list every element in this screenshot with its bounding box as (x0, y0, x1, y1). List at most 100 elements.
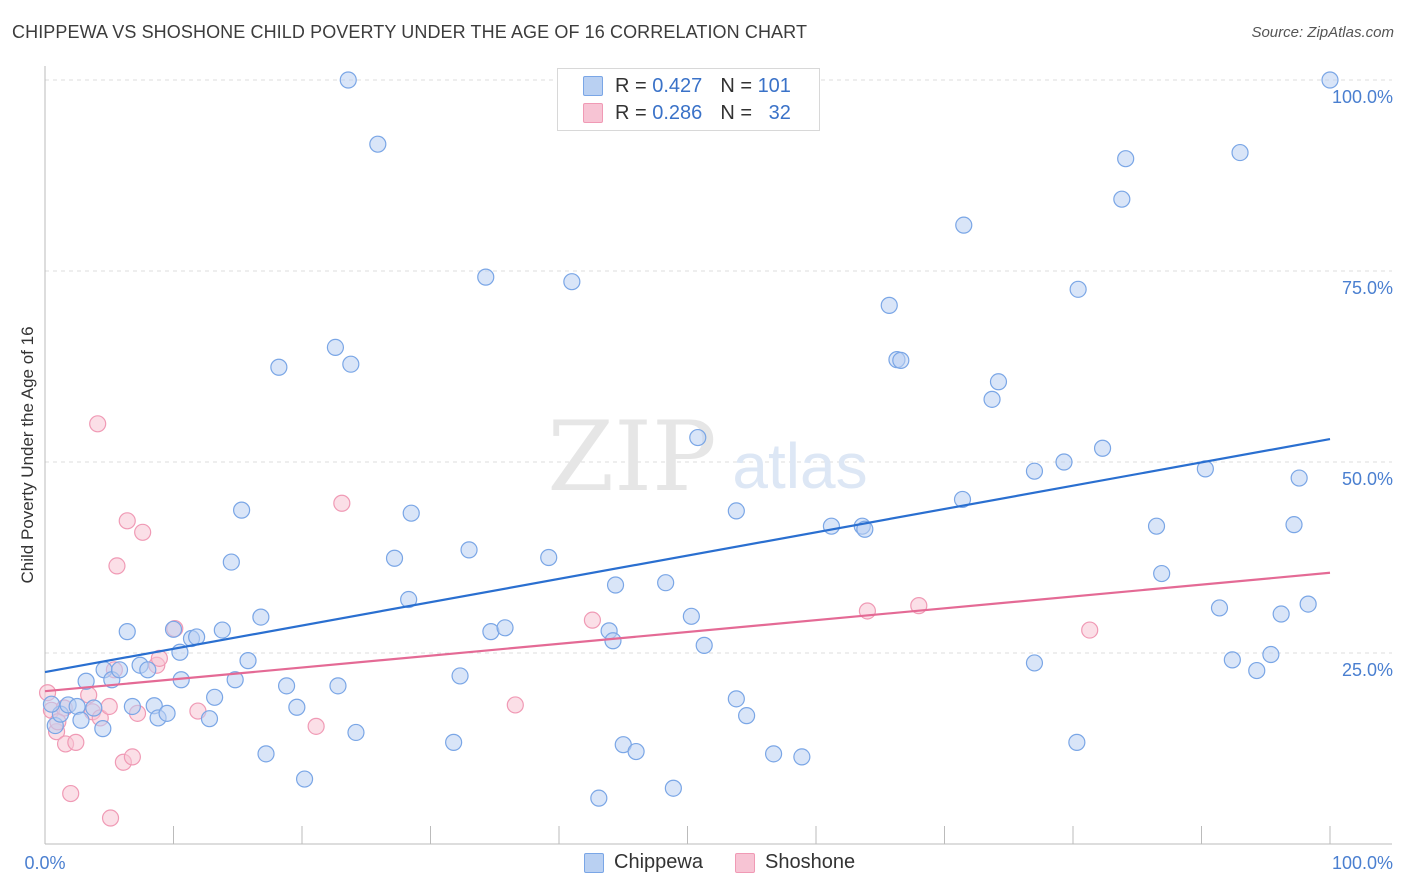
data-point-chippewa (1093, 439, 1112, 457)
data-point-chippewa (42, 695, 61, 713)
data-point-chippewa (657, 574, 675, 592)
y-tick-label: 75.0% (1342, 278, 1393, 298)
data-point-chippewa (139, 661, 157, 679)
data-point-shoshone (108, 557, 126, 575)
data-point-chippewa (400, 590, 418, 609)
data-point-chippewa (880, 296, 898, 314)
watermark-zip: ZIP (547, 401, 716, 513)
data-point-chippewa (738, 707, 756, 725)
data-point-chippewa (689, 428, 707, 447)
legend-r-label: R = (615, 74, 647, 97)
data-point-shoshone (101, 809, 120, 827)
data-point-chippewa (793, 748, 811, 766)
data-point-chippewa (1147, 517, 1166, 535)
data-point-chippewa (206, 688, 224, 706)
data-point-chippewa (85, 699, 103, 717)
data-point-shoshone (123, 748, 141, 766)
data-point-chippewa (764, 745, 783, 763)
data-point-chippewa (288, 698, 306, 716)
data-point-chippewa (989, 373, 1008, 391)
data-point-chippewa (604, 632, 622, 650)
data-point-chippewa (270, 358, 288, 376)
data-point-chippewa (295, 770, 314, 788)
bottom-swatch-chippewa (584, 852, 604, 873)
data-point-shoshone (506, 696, 524, 714)
data-point-chippewa (1153, 564, 1171, 583)
data-point-chippewa (822, 517, 841, 535)
source-note: Source: ZipAtlas.com (1251, 24, 1394, 41)
trend-line-shoshone (44, 571, 1331, 693)
data-point-shoshone (333, 494, 351, 512)
data-point-chippewa (347, 723, 365, 742)
data-point-chippewa (540, 548, 558, 567)
series-chippewa (42, 71, 1339, 807)
data-point-chippewa (1069, 280, 1087, 298)
axes (44, 66, 1392, 845)
data-point-chippewa (257, 745, 275, 763)
data-point-chippewa (277, 677, 296, 695)
data-point-shoshone (62, 784, 80, 803)
data-point-chippewa (983, 390, 1001, 408)
bottom-swatch-shoshone (735, 852, 755, 873)
data-point-shoshone (100, 697, 118, 716)
data-point-chippewa (326, 338, 345, 356)
gridlines (45, 79, 1392, 654)
data-point-chippewa (1285, 516, 1303, 534)
data-point-chippewa (1025, 654, 1044, 672)
data-point-chippewa (1223, 651, 1241, 669)
data-point-chippewa (606, 576, 625, 594)
data-point-chippewa (1210, 599, 1229, 617)
y-tick-label: 100.0% (1332, 87, 1393, 107)
data-point-shoshone (89, 415, 107, 433)
data-point-chippewa (451, 667, 469, 685)
data-point-chippewa (477, 268, 495, 286)
data-point-shoshone (583, 611, 602, 629)
data-point-chippewa (233, 501, 251, 519)
data-point-chippewa (118, 623, 136, 641)
data-point-chippewa (563, 273, 581, 291)
data-point-chippewa (953, 490, 972, 509)
data-point-chippewa (892, 351, 910, 369)
trend-line-chippewa (44, 437, 1331, 674)
data-point-chippewa (385, 549, 404, 567)
data-point-chippewa (682, 607, 700, 625)
legend-n-value: 32 (768, 101, 791, 124)
data-point-chippewa (1025, 462, 1044, 480)
data-point-chippewa (460, 541, 478, 559)
data-point-chippewa (123, 697, 141, 716)
legend-swatch-chippewa (583, 76, 603, 96)
data-point-chippewa (1113, 190, 1131, 208)
data-point-chippewa (955, 216, 973, 234)
data-point-chippewa (1055, 453, 1073, 471)
data-point-chippewa (1299, 595, 1317, 613)
tick-labels: 25.0% 50.0% 75.0% 100.0% 0.0% 100.0% (24, 87, 1393, 873)
data-point-chippewa (200, 710, 219, 728)
data-point-chippewa (72, 711, 90, 729)
data-point-chippewa (496, 619, 514, 637)
legend-r-label: R = (615, 101, 647, 124)
legend-n-label: N = (720, 101, 752, 124)
legend-row-shoshone: R = 0.286 N = 32 (583, 101, 791, 125)
x-tick-label: 0.0% (24, 853, 65, 873)
data-point-chippewa (627, 742, 645, 761)
data-point-chippewa (590, 789, 608, 807)
data-point-chippewa (1231, 143, 1249, 162)
legend-row-chippewa: R = 0.427 N = 101 (583, 74, 791, 98)
data-point-chippewa (222, 553, 240, 571)
bottom-legend-label: Shoshone (765, 851, 856, 873)
correlation-legend: R = 0.427 N = 101 R = 0.286 N = 32 (557, 68, 820, 131)
data-point-chippewa (226, 671, 244, 689)
bottom-legend-shoshone: Shoshone (735, 851, 855, 874)
data-point-chippewa (213, 621, 231, 639)
data-point-shoshone (118, 512, 136, 530)
data-point-shoshone (134, 523, 152, 541)
data-point-chippewa (1117, 150, 1135, 168)
bottom-legend-chippewa: Chippewa (584, 851, 703, 874)
data-point-chippewa (1068, 733, 1086, 751)
watermark-atlas: atlas (732, 430, 867, 502)
data-point-shoshone (1081, 621, 1099, 639)
data-point-chippewa (369, 135, 387, 153)
data-point-chippewa (339, 71, 357, 89)
data-point-chippewa (482, 623, 500, 641)
